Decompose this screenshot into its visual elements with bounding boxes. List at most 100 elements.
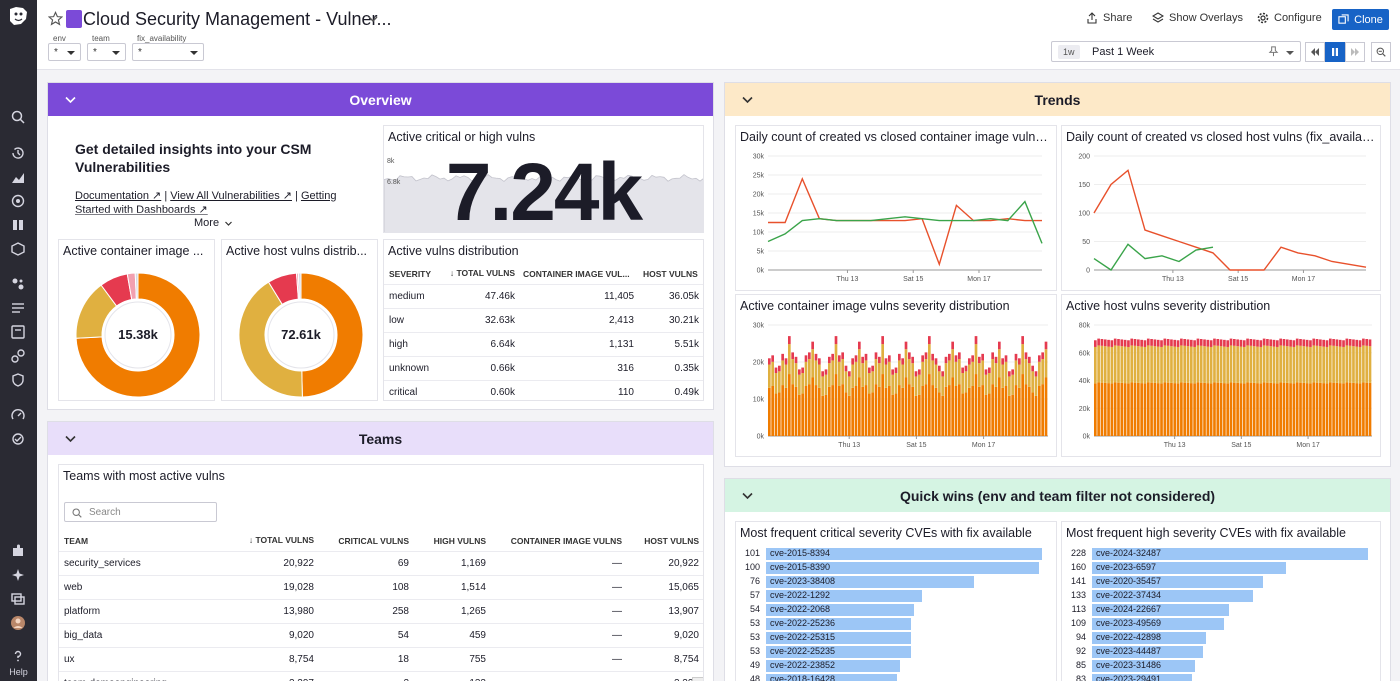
bar-segment[interactable] bbox=[908, 352, 911, 360]
bar-segment[interactable] bbox=[774, 373, 778, 394]
bar-segment[interactable] bbox=[1143, 346, 1147, 384]
cve-bar-row[interactable]: 53 cve-2022-25315 bbox=[736, 631, 1056, 645]
bar-segment[interactable] bbox=[848, 395, 851, 436]
bar-segment[interactable] bbox=[1176, 346, 1180, 384]
bar-segment[interactable] bbox=[1196, 345, 1200, 383]
bar-segment[interactable] bbox=[988, 393, 991, 436]
bar-segment[interactable] bbox=[1176, 340, 1180, 347]
bar-segment[interactable] bbox=[998, 349, 1001, 378]
bar-segment[interactable] bbox=[1299, 382, 1302, 436]
cve-bar-row[interactable]: 92 cve-2023-44487 bbox=[1062, 645, 1380, 659]
bar-segment[interactable] bbox=[1352, 346, 1355, 383]
bar-segment[interactable] bbox=[1309, 383, 1312, 436]
monitors-nav-icon[interactable] bbox=[10, 193, 26, 209]
bar-segment[interactable] bbox=[1166, 339, 1170, 346]
bar-segment[interactable] bbox=[921, 361, 924, 386]
bar-segment[interactable] bbox=[868, 367, 871, 374]
bar-segment[interactable] bbox=[1362, 338, 1365, 346]
bar-segment[interactable] bbox=[894, 367, 898, 374]
bar-segment[interactable] bbox=[798, 369, 801, 375]
bar-segment[interactable] bbox=[821, 376, 824, 396]
bar-segment[interactable] bbox=[1196, 338, 1200, 346]
bar-segment[interactable] bbox=[888, 361, 891, 386]
bar-segment[interactable] bbox=[881, 344, 884, 375]
bar-segment[interactable] bbox=[1322, 346, 1326, 384]
bar-segment[interactable] bbox=[938, 365, 941, 372]
bar-segment[interactable] bbox=[1348, 345, 1352, 383]
bar-segment[interactable] bbox=[934, 364, 938, 388]
bar-segment[interactable] bbox=[1001, 358, 1004, 365]
bar-segment[interactable] bbox=[994, 356, 998, 364]
bar-segment[interactable] bbox=[948, 353, 951, 361]
bar-segment[interactable] bbox=[1352, 339, 1355, 347]
teams-search-input[interactable]: Search bbox=[64, 502, 217, 522]
bar-segment[interactable] bbox=[1113, 382, 1117, 436]
bar-segment[interactable] bbox=[1276, 340, 1279, 347]
bar-segment[interactable] bbox=[1146, 338, 1150, 346]
bar-segment[interactable] bbox=[981, 360, 984, 386]
bar-segment[interactable] bbox=[1103, 382, 1107, 436]
bar-segment[interactable] bbox=[1173, 383, 1177, 436]
overview-group-header[interactable]: Overview bbox=[48, 83, 713, 116]
bar-segment[interactable] bbox=[981, 353, 984, 361]
bar-segment[interactable] bbox=[998, 341, 1001, 350]
bar-segment[interactable] bbox=[968, 358, 971, 365]
bar-segment[interactable] bbox=[1252, 339, 1256, 347]
bar-segment[interactable] bbox=[1001, 387, 1004, 436]
bar-segment[interactable] bbox=[1292, 340, 1296, 347]
bar-segment[interactable] bbox=[1186, 346, 1190, 383]
bar-segment[interactable] bbox=[868, 393, 871, 436]
bar-segment[interactable] bbox=[1110, 383, 1114, 436]
bar-segment[interactable] bbox=[1031, 365, 1034, 372]
cve-bar-row[interactable]: 133 cve-2022-37434 bbox=[1062, 589, 1380, 603]
bar-segment[interactable] bbox=[1315, 345, 1319, 383]
bar-segment[interactable] bbox=[951, 341, 954, 350]
bar-segment[interactable] bbox=[1097, 345, 1100, 383]
bar-segment[interactable] bbox=[1094, 346, 1097, 384]
bar-segment[interactable] bbox=[1146, 382, 1150, 436]
bar-segment[interactable] bbox=[1107, 346, 1110, 384]
bar-segment[interactable] bbox=[981, 385, 984, 436]
observability-pipelines-nav-icon[interactable] bbox=[10, 407, 26, 423]
bar-segment[interactable] bbox=[1266, 345, 1269, 383]
bar-segment[interactable] bbox=[1107, 339, 1110, 347]
bar-segment[interactable] bbox=[1133, 339, 1137, 346]
bar-segment[interactable] bbox=[891, 394, 894, 436]
bar-segment[interactable] bbox=[1156, 383, 1160, 436]
bar-segment[interactable] bbox=[1100, 339, 1104, 346]
bar-segment[interactable] bbox=[1272, 339, 1276, 347]
bar-segment[interactable] bbox=[841, 352, 844, 360]
bar-segment[interactable] bbox=[1229, 382, 1233, 436]
bar-segment[interactable] bbox=[1279, 345, 1282, 383]
bar-segment[interactable] bbox=[1018, 387, 1021, 436]
column-header[interactable]: CONTAINER IMAGE VUL... bbox=[523, 269, 630, 279]
chevron-down-icon[interactable] bbox=[1286, 51, 1294, 55]
bar-segment[interactable] bbox=[834, 336, 838, 345]
bar-segment[interactable] bbox=[1031, 392, 1034, 436]
bar-segment[interactable] bbox=[1160, 340, 1163, 347]
bar-segment[interactable] bbox=[1295, 338, 1299, 346]
bar-segment[interactable] bbox=[774, 393, 778, 436]
bar-segment[interactable] bbox=[991, 384, 994, 436]
bar-segment[interactable] bbox=[1186, 339, 1190, 347]
bar-segment[interactable] bbox=[811, 349, 814, 378]
bar-segment[interactable] bbox=[911, 386, 914, 436]
bar-segment[interactable] bbox=[1299, 339, 1302, 346]
bar-segment[interactable] bbox=[1259, 346, 1263, 384]
bar-segment[interactable] bbox=[898, 360, 901, 386]
bar-segment[interactable] bbox=[874, 384, 878, 436]
bar-segment[interactable] bbox=[1295, 345, 1299, 383]
help-label[interactable]: Help bbox=[9, 667, 28, 677]
bar-segment[interactable] bbox=[1041, 359, 1044, 385]
getting-started-link[interactable]: Getting Started with Dashboards ↗ bbox=[75, 190, 337, 215]
bar-segment[interactable] bbox=[978, 363, 981, 387]
bar-segment[interactable] bbox=[794, 363, 798, 387]
donut-slice[interactable] bbox=[297, 272, 302, 300]
bar-segment[interactable] bbox=[1127, 340, 1130, 347]
cve-bar-row[interactable]: 228 cve-2024-32487 bbox=[1062, 547, 1380, 561]
bar-segment[interactable] bbox=[904, 341, 908, 350]
bar-segment[interactable] bbox=[1368, 346, 1372, 383]
bar-segment[interactable] bbox=[904, 377, 908, 437]
bar-segment[interactable] bbox=[891, 374, 894, 395]
bar-segment[interactable] bbox=[818, 387, 821, 436]
